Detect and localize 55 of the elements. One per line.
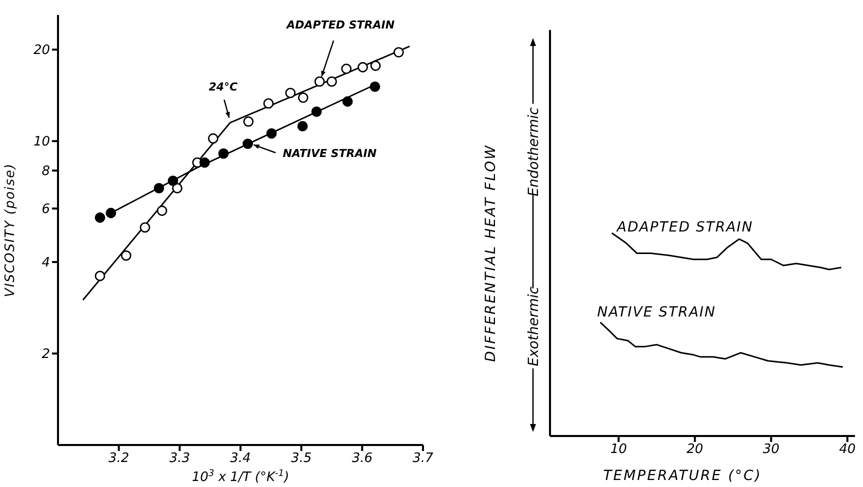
x-tick-label: 3.7 — [412, 451, 434, 466]
point — [297, 120, 308, 132]
text: Exothermic — [526, 286, 542, 366]
point — [263, 98, 274, 109]
series-label: ADAPTED STRAIN — [616, 219, 754, 236]
series-label: NATIVE STRAIN — [597, 304, 716, 321]
x-tick-label: 30 — [762, 442, 780, 458]
point — [218, 148, 229, 159]
text: Endothermic — [526, 106, 542, 196]
y-tick-label: 8 — [42, 164, 50, 180]
y-tick-label: 10 — [33, 134, 50, 150]
point — [285, 88, 296, 98]
x-tick-label: 3.5 — [290, 451, 312, 466]
point — [106, 208, 116, 218]
x-tick-label: 3.4 — [230, 451, 251, 466]
x-tick-label: 40 — [839, 442, 856, 458]
annotation: 24°C — [208, 80, 238, 94]
point — [120, 250, 132, 261]
x-tick-label: 3.2 — [108, 451, 130, 466]
point — [326, 76, 337, 87]
point — [94, 212, 106, 223]
point — [341, 64, 352, 74]
y-tick-label: 6 — [42, 202, 50, 218]
x-tick-label: 3.3 — [169, 451, 190, 466]
annotation: NATIVE STRAIN — [282, 146, 377, 160]
point — [342, 96, 353, 107]
point — [311, 106, 322, 117]
x-tick-label: 10 — [610, 442, 627, 458]
point — [314, 76, 325, 87]
point — [266, 128, 277, 139]
x-axis-title: TEMPERATURE (°C) — [603, 468, 762, 484]
y-tick-label: 4 — [42, 256, 50, 271]
y-tick-label: 2 — [42, 347, 50, 362]
point — [370, 60, 381, 71]
annotation: ADAPTED STRAIN — [286, 18, 395, 32]
point — [370, 82, 380, 92]
point — [168, 176, 178, 186]
point — [298, 92, 308, 103]
point — [199, 157, 210, 168]
point — [94, 270, 106, 282]
point — [393, 47, 404, 58]
y-axis-title: DIFFERENTIAL HEAT FLOW — [483, 144, 499, 362]
point — [172, 182, 182, 194]
point — [140, 222, 150, 233]
point — [154, 182, 164, 194]
point — [156, 206, 168, 216]
point — [243, 116, 254, 127]
point — [358, 62, 368, 72]
y-tick-label: 20 — [33, 43, 50, 58]
y-axis-title: VISCOSITY (poise) — [3, 162, 18, 298]
x-axis-title: 10$^{3}$ x 1/T (°K$^{-1}$) — [192, 469, 290, 485]
point — [208, 133, 218, 144]
x-tick-label: 20 — [686, 442, 704, 458]
x-tick-label: 3.6 — [352, 451, 373, 466]
point — [242, 138, 253, 149]
